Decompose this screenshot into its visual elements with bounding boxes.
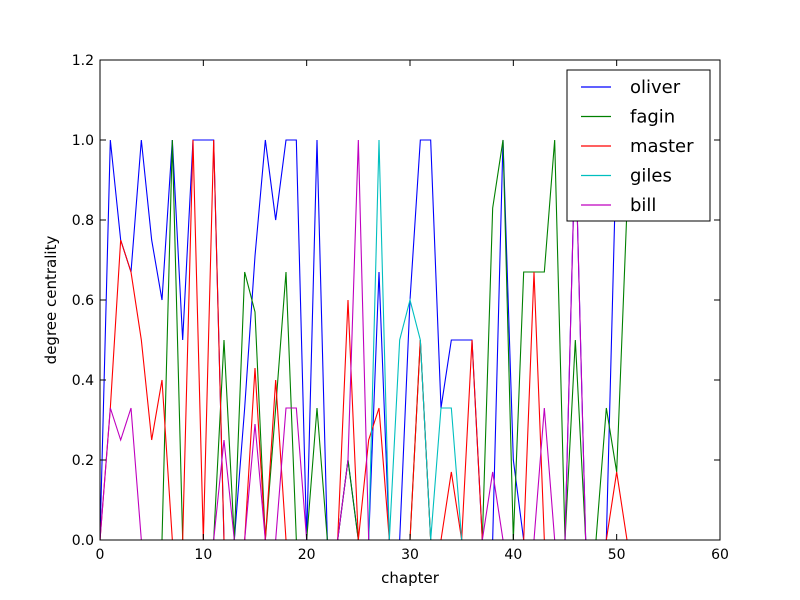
y-tick-label: 0.4	[72, 373, 94, 389]
legend-label-fagin: fagin	[630, 107, 675, 128]
legend-label-giles: giles	[630, 166, 672, 187]
x-tick-label: 10	[194, 547, 212, 563]
series-layer	[100, 139, 628, 540]
y-tick-label: 0.6	[72, 293, 94, 309]
x-axis-label: chapter	[381, 569, 440, 587]
series-line-master	[100, 139, 628, 540]
legend-label-oliver: oliver	[630, 77, 681, 98]
y-tick-label: 0.8	[72, 213, 94, 229]
y-axis-label: degree centrality	[42, 236, 60, 365]
legend: oliver fagin master giles bill	[566, 69, 711, 222]
y-tick-label: 1.0	[72, 133, 94, 149]
ticks-layer: 0 10 20 30 40 50 60 0.0 0.2 0.4 0.6 0.8 1.0 1.2	[72, 53, 729, 563]
y-tick-label: 0.2	[72, 453, 94, 469]
x-tick-label: 30	[401, 547, 419, 563]
x-tick-label: 50	[608, 547, 626, 563]
y-tick-label: 0.0	[72, 533, 94, 549]
x-tick-label: 0	[96, 547, 105, 563]
series-line-fagin	[100, 139, 628, 540]
x-tick-label: 60	[711, 547, 729, 563]
legend-label-bill: bill	[630, 195, 656, 216]
y-tick-label: 1.2	[72, 53, 94, 69]
x-tick-label: 40	[504, 547, 522, 563]
series-line-bill	[100, 139, 627, 540]
x-tick-label: 20	[298, 547, 316, 563]
legend-label-master: master	[630, 136, 694, 157]
series-line-oliver	[100, 139, 628, 540]
